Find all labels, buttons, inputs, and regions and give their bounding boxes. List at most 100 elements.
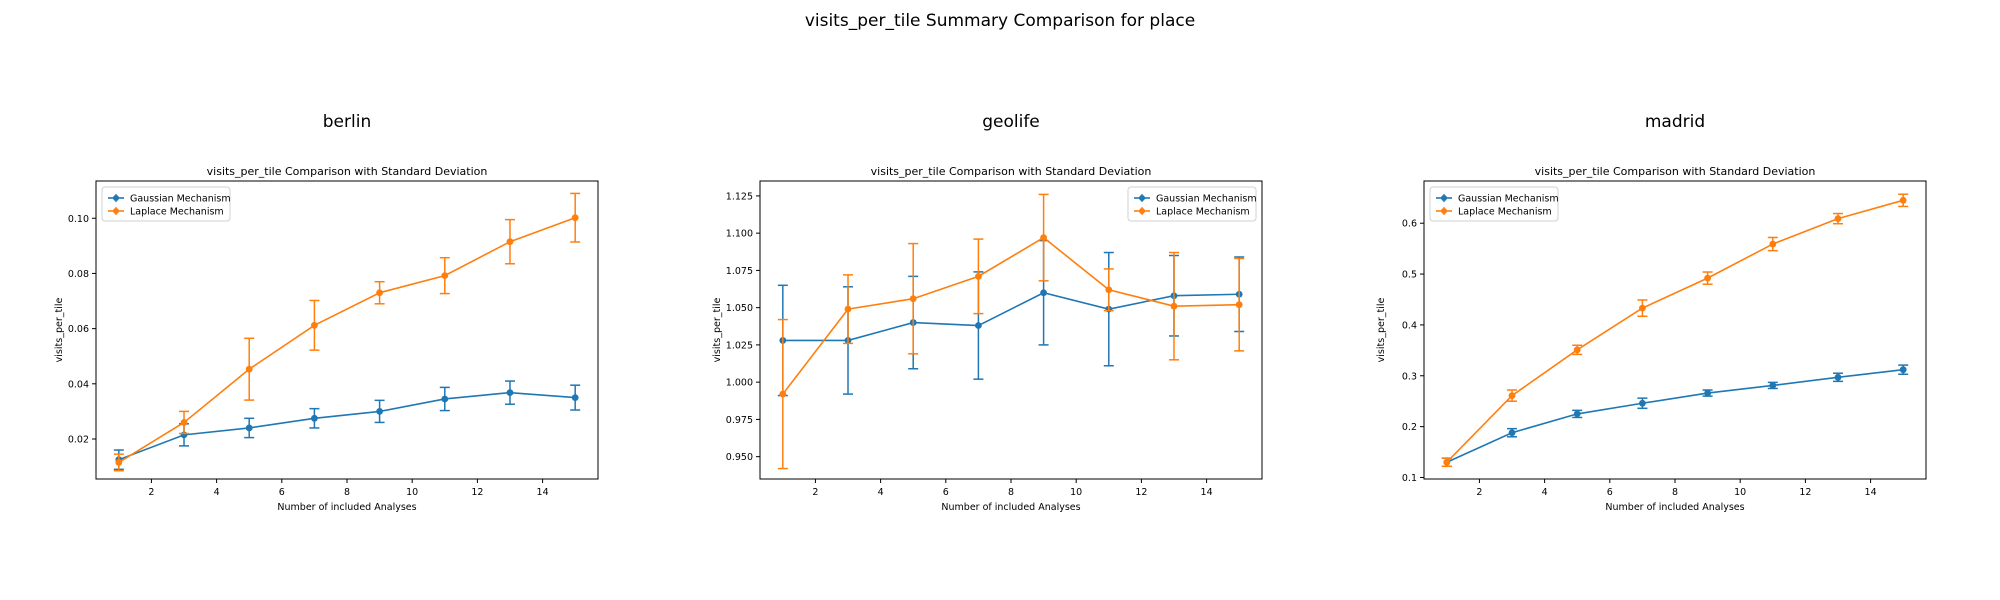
x-tick-label: 12 (1799, 487, 1811, 498)
y-tick-label: 0.6 (1402, 219, 1417, 230)
x-tick-label: 14 (537, 487, 549, 498)
x-tick-label: 10 (1070, 487, 1082, 498)
data-point (311, 414, 318, 422)
y-tick-label: 0.04 (68, 379, 89, 390)
legend-entry: Laplace Mechanism (1134, 207, 1250, 218)
data-point (975, 322, 982, 329)
data-point (1899, 196, 1907, 204)
series-line (782, 291, 1240, 342)
x-axis-label: Number of included Analyses (277, 502, 416, 513)
y-tick-label: 1.050 (726, 303, 753, 314)
series-line (782, 236, 1240, 395)
series-laplace (1441, 193, 1909, 468)
y-tick-label: 1.100 (726, 229, 753, 240)
series-gaussian (1441, 364, 1909, 468)
data-point (1769, 382, 1777, 389)
y-axis-label: visits_per_tile (54, 298, 65, 363)
data-point (909, 295, 917, 303)
legend-label: Laplace Mechanism (130, 207, 224, 218)
legend-marker (1139, 195, 1145, 201)
data-point (1639, 399, 1646, 407)
subplots: berlin visits_per_tile Comparison with St… (54, 112, 1927, 513)
x-tick-label: 6 (279, 487, 285, 498)
data-point (1704, 389, 1711, 397)
data-point (1508, 392, 1516, 400)
x-tick-label: 10 (1734, 487, 1746, 498)
y-tick-label: 0.5 (1402, 270, 1417, 281)
figure-title: visits_per_tile Summary Comparison for p… (805, 11, 1195, 31)
data-point (1040, 234, 1047, 242)
x-axis-label: Number of included Analyses (941, 502, 1080, 513)
y-tick-label: 1.075 (726, 266, 753, 277)
x-tick-label: 4 (214, 487, 220, 498)
y-tick-label: 0.2 (1402, 422, 1417, 433)
y-axis-label: visits_per_tile (712, 298, 723, 363)
x-tick-label: 8 (1672, 487, 1678, 498)
data-point (1573, 410, 1581, 418)
subplot-title: berlin (323, 112, 371, 132)
legend-marker (1441, 208, 1447, 214)
subplot-berlin: berlin visits_per_tile Comparison with St… (54, 112, 599, 513)
series-laplace (777, 193, 1245, 470)
legend-label: Laplace Mechanism (1458, 207, 1552, 218)
data-point (311, 321, 318, 329)
axes-title: visits_per_tile Comparison with Standard… (207, 165, 488, 178)
data-point (975, 272, 982, 280)
x-tick-label: 8 (1008, 487, 1014, 498)
data-point (571, 214, 579, 222)
series-line (118, 216, 576, 464)
data-point (506, 238, 514, 246)
y-axis-label: visits_per_tile (1376, 298, 1387, 363)
data-point (1769, 240, 1777, 248)
y-tick-label: 0.950 (726, 452, 753, 463)
y-tick-label: 0.10 (68, 214, 89, 225)
x-tick-label: 14 (1201, 487, 1213, 498)
x-tick-label: 12 (1135, 487, 1147, 498)
y-tick-label: 0.06 (68, 324, 89, 335)
legend-entry: Gaussian Mechanism (1134, 194, 1257, 205)
data-point (571, 394, 579, 402)
data-point (245, 365, 253, 373)
data-point (376, 289, 383, 297)
series-laplace (113, 192, 581, 472)
x-tick-label: 2 (148, 487, 154, 498)
data-point (1834, 373, 1842, 381)
legend-box (1429, 186, 1559, 222)
y-tick-label: 0.1 (1402, 473, 1417, 484)
y-tick-label: 1.025 (726, 340, 753, 351)
subplot-geolife: geolife visits_per_tile Comparison with S… (712, 112, 1263, 513)
legend-marker (113, 195, 119, 201)
axes-title: visits_per_tile Comparison with Standard… (871, 165, 1152, 178)
series-line (118, 391, 576, 461)
legend-box (101, 186, 231, 222)
x-tick-label: 12 (471, 487, 483, 498)
legend-marker (1139, 208, 1145, 214)
legend-entry: Laplace Mechanism (108, 207, 224, 218)
data-point (1040, 289, 1047, 297)
subplot-title: geolife (982, 112, 1040, 132)
data-point (844, 305, 852, 313)
legend: Gaussian Mechanism Laplace Mechanism (1127, 186, 1257, 222)
data-point (441, 272, 449, 280)
series-line (1446, 368, 1904, 463)
y-tick-label: 0.3 (1402, 371, 1417, 382)
series-line (1446, 199, 1904, 463)
legend-label: Gaussian Mechanism (130, 194, 231, 205)
x-tick-label: 4 (878, 487, 884, 498)
x-tick-label: 2 (1476, 487, 1482, 498)
legend-box (1127, 186, 1257, 222)
x-tick-label: 2 (812, 487, 818, 498)
data-point (1704, 274, 1711, 282)
data-point (1639, 304, 1646, 312)
y-tick-label: 1.125 (726, 191, 753, 202)
data-point (1443, 458, 1451, 466)
legend-entry: Laplace Mechanism (1436, 207, 1552, 218)
axes-frame (759, 180, 1263, 480)
data-point (376, 407, 383, 415)
legend: Gaussian Mechanism Laplace Mechanism (101, 186, 231, 222)
x-tick-label: 8 (344, 487, 350, 498)
legend-entry: Gaussian Mechanism (1436, 194, 1559, 205)
data-point (1170, 302, 1178, 310)
data-point (506, 389, 514, 397)
